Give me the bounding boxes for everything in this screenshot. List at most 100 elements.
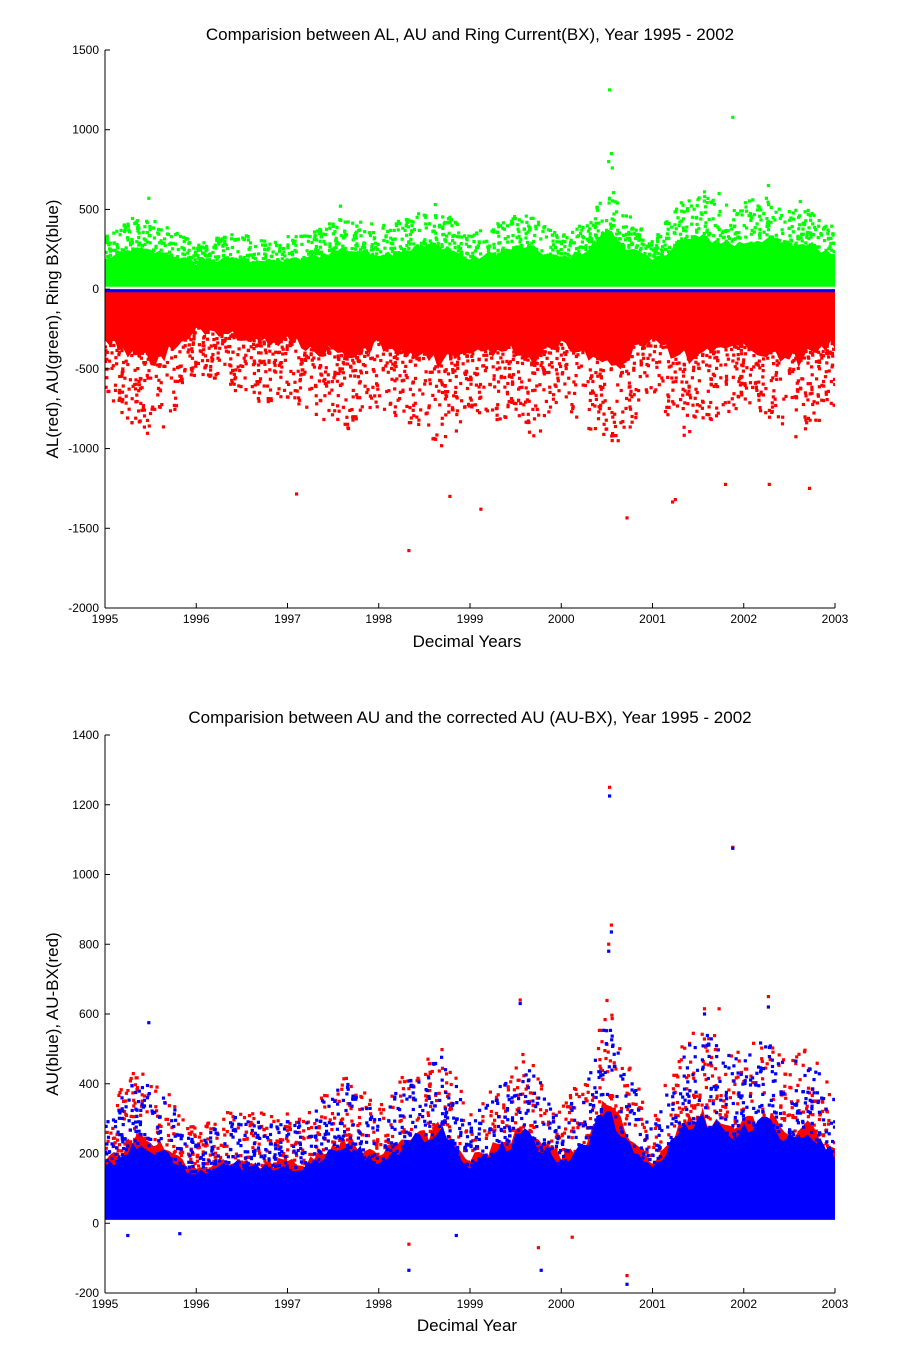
data-point-al-red <box>107 359 112 363</box>
data-point-au-green <box>351 238 355 242</box>
data-point-au-green <box>455 263 459 267</box>
data-point-au-green <box>368 233 372 237</box>
data-point-au-green <box>829 236 833 240</box>
data-point-au-green <box>451 259 455 263</box>
data-point-al-red <box>345 422 350 426</box>
data-point-au-green <box>437 249 441 253</box>
data-point-au-green <box>192 246 196 250</box>
data-point-au-green <box>231 261 235 265</box>
data-point-au-green <box>361 255 365 260</box>
data-point-al-red <box>133 368 137 372</box>
data-point-au-green <box>148 225 152 229</box>
data-point-au-green <box>460 256 464 260</box>
data-point-au-green <box>676 255 680 259</box>
data-point-au-green <box>355 258 359 262</box>
data-point-au-green <box>312 230 317 234</box>
data-point-al-red <box>729 342 733 346</box>
data-point-al-red <box>628 393 632 397</box>
data-point-au-green <box>614 247 618 252</box>
data-point-au-green <box>760 249 764 253</box>
data-point-au-green <box>622 252 626 256</box>
data-point-al-red <box>724 382 728 386</box>
data-point-al-red <box>649 386 653 390</box>
data-point-al-red <box>373 394 377 398</box>
data-point-au-green <box>792 248 796 252</box>
data-point-al-red <box>833 382 835 387</box>
data-point-au-green <box>302 262 306 266</box>
data-point-au-green <box>136 219 140 223</box>
data-point-au-green <box>642 263 646 267</box>
data-point-al-red <box>527 399 531 403</box>
data-point-al-red <box>814 418 818 422</box>
data-point-au-green <box>658 262 662 266</box>
data-point-al-red <box>121 341 125 345</box>
data-point-au-green <box>176 247 180 252</box>
data-point-au-green <box>417 258 421 262</box>
data-point-au-green <box>652 248 656 252</box>
data-point-au-green <box>601 251 606 255</box>
data-point-au-green <box>562 255 566 259</box>
data-point-au-green <box>678 220 682 224</box>
data-point-al-red <box>758 339 762 343</box>
data-point-au-green <box>530 259 534 263</box>
data-point-au-green <box>449 218 453 222</box>
data-point-au-green <box>436 241 440 245</box>
data-point-au-green <box>684 248 688 252</box>
data-point-au-green <box>343 229 347 233</box>
data-point-au-green <box>254 244 258 249</box>
data-point-au-green <box>642 265 646 269</box>
data-point-au-green <box>655 243 659 247</box>
data-point-au-green <box>492 230 496 234</box>
data-point-al-red <box>507 362 511 366</box>
data-point-au-green <box>274 244 279 248</box>
data-point-au-green <box>391 238 395 242</box>
data-point-al-red <box>268 368 272 372</box>
data-point-al-red <box>775 363 779 367</box>
data-point-au-green <box>228 252 233 257</box>
data-point-al-red <box>469 335 473 339</box>
data-point-au-green <box>798 256 802 260</box>
data-point-au-green <box>586 252 590 256</box>
data-point-au-green <box>122 229 127 233</box>
data-point-au-green <box>542 226 546 230</box>
data-point-al-red <box>305 354 309 358</box>
data-point-au-green <box>566 252 570 256</box>
data-point-au-green <box>419 257 423 261</box>
data-point-al-red <box>131 384 135 388</box>
data-point-au-green <box>464 237 469 241</box>
data-point-au-green <box>652 253 656 257</box>
data-point-au-green <box>226 256 230 260</box>
data-point-al-red <box>831 334 835 339</box>
data-point-au-green <box>775 237 779 242</box>
data-point-au-green <box>697 227 701 231</box>
data-point-au-green <box>712 234 716 238</box>
data-point-al-red <box>656 332 660 336</box>
data-point-al-red <box>264 334 269 338</box>
data-point-al-red <box>120 400 124 404</box>
data-point-al-red <box>516 346 520 350</box>
data-point-outlier-au-green <box>607 160 611 164</box>
data-point-au-green <box>666 227 670 231</box>
data-point-au-green <box>443 238 447 242</box>
data-point-au-green <box>197 264 201 268</box>
data-point-au-green <box>631 256 635 260</box>
data-point-al-red <box>538 429 543 433</box>
data-point-au-green <box>707 233 711 237</box>
data-point-au-green <box>607 196 612 200</box>
data-point-al-red <box>396 339 400 343</box>
data-point-au-green <box>244 264 248 268</box>
data-point-al-red <box>832 377 835 381</box>
data-point-au-green <box>792 246 796 251</box>
data-point-au-green <box>724 252 729 256</box>
data-point-au-green <box>650 240 654 244</box>
data-point-au-green <box>783 220 787 224</box>
data-point-au-green <box>569 238 573 242</box>
data-point-al-red <box>308 387 312 391</box>
data-point-au-green <box>130 216 135 221</box>
data-point-au-green <box>171 265 175 270</box>
data-point-al-red <box>559 364 563 369</box>
data-point-au-green <box>175 255 180 259</box>
data-point-au-green <box>138 241 142 245</box>
data-point-al-red <box>526 391 530 395</box>
data-point-au-green <box>134 255 138 259</box>
